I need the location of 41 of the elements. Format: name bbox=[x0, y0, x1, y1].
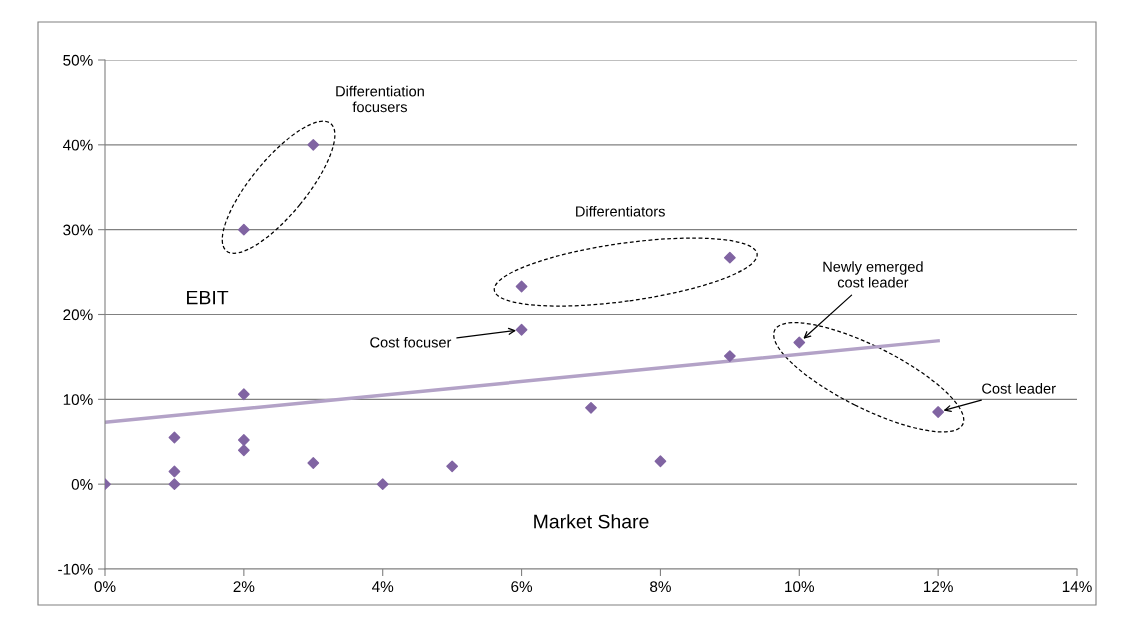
x-tick-label: 14% bbox=[1062, 581, 1092, 592]
point bbox=[515, 323, 528, 336]
y-axis-title: EBIT bbox=[187, 290, 229, 305]
annotation: Newly emerged cost leader bbox=[823, 261, 923, 288]
y-tick-label: 30% bbox=[63, 224, 93, 236]
point bbox=[168, 431, 181, 444]
y-tick-label: 40% bbox=[62, 139, 93, 151]
point bbox=[237, 388, 250, 401]
y-tick-label: 20% bbox=[63, 309, 93, 321]
x-tick-label: 8% bbox=[650, 581, 671, 593]
point bbox=[168, 478, 181, 491]
annotation: Differentiation focusers bbox=[336, 85, 424, 113]
x-tick-label: 0% bbox=[94, 581, 116, 593]
point bbox=[237, 434, 250, 446]
point bbox=[376, 478, 389, 491]
x-axis-title: Market Share bbox=[534, 514, 649, 529]
annotation: Differentiators bbox=[576, 205, 665, 217]
x-tick-label: 12% bbox=[924, 581, 953, 592]
point bbox=[307, 138, 320, 151]
y-tick-label: 50% bbox=[63, 54, 93, 66]
point bbox=[654, 455, 667, 468]
y-tick-label: 10% bbox=[63, 394, 93, 406]
point bbox=[793, 336, 806, 349]
point bbox=[446, 460, 459, 473]
point bbox=[515, 280, 528, 293]
point bbox=[723, 350, 736, 362]
point bbox=[585, 401, 597, 414]
y-tick-label: -10% bbox=[58, 563, 93, 575]
point bbox=[237, 223, 250, 236]
x-tick-label: 6% bbox=[511, 581, 533, 593]
point bbox=[168, 465, 181, 478]
point bbox=[307, 457, 320, 469]
x-tick-label: 4% bbox=[372, 581, 394, 592]
annotation: Cost leader bbox=[982, 383, 1056, 394]
point bbox=[237, 444, 250, 457]
point bbox=[723, 251, 736, 264]
point bbox=[932, 406, 945, 418]
annotation: Cost focuser bbox=[370, 336, 452, 348]
y-tick-label: 0% bbox=[71, 479, 93, 490]
x-tick-label: 2% bbox=[233, 581, 255, 592]
x-tick-label: 10% bbox=[785, 581, 815, 593]
